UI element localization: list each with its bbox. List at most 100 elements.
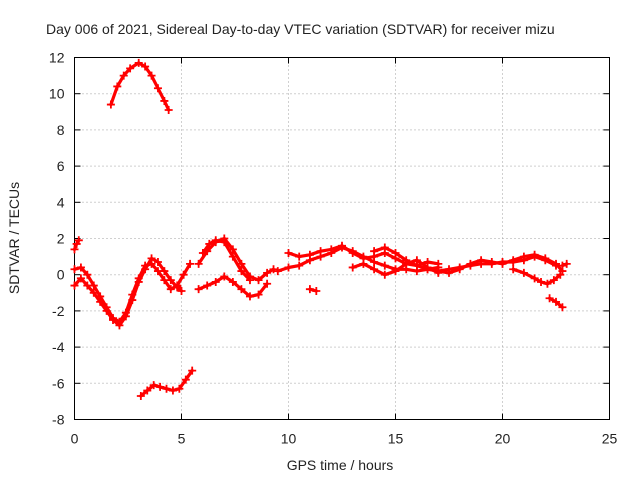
- series-arc-a: [70, 259, 195, 326]
- data-point: [228, 277, 237, 286]
- data-point: [402, 256, 411, 265]
- data-point: [552, 259, 560, 268]
- series-arc-l: [509, 265, 565, 288]
- data-point: [327, 245, 336, 254]
- data-point: [284, 263, 293, 272]
- y-tick-label: -4: [52, 339, 65, 355]
- data-point: [141, 265, 150, 274]
- data-point: [106, 100, 115, 109]
- data-point: [263, 268, 272, 277]
- data-point: [136, 391, 145, 400]
- y-tick-label: -6: [52, 375, 65, 391]
- series-arc-d: [194, 272, 272, 301]
- data-point: [519, 252, 528, 261]
- data-point: [455, 265, 464, 274]
- data-point: [263, 279, 272, 288]
- series-arc-low: [136, 366, 197, 400]
- data-point: [166, 276, 175, 285]
- data-point: [70, 265, 79, 274]
- series-group: [70, 58, 571, 400]
- data-point: [273, 267, 282, 276]
- data-point: [160, 96, 169, 105]
- data-point: [412, 261, 421, 270]
- data-point: [316, 247, 325, 256]
- data-point: [164, 105, 173, 114]
- y-tick-label: -2: [52, 303, 65, 319]
- data-point: [203, 281, 212, 290]
- data-point: [179, 270, 188, 279]
- data-point: [177, 286, 186, 295]
- data-point: [162, 384, 171, 393]
- series-line: [197, 236, 276, 282]
- data-point: [348, 248, 357, 257]
- data-point: [423, 265, 432, 274]
- data-point: [295, 252, 304, 261]
- data-point: [89, 288, 98, 297]
- data-point: [74, 236, 83, 245]
- data-point: [153, 84, 162, 93]
- data-point: [434, 267, 443, 276]
- data-point: [115, 321, 124, 330]
- data-point: [562, 259, 571, 268]
- data-point: [143, 386, 152, 395]
- data-point: [83, 281, 92, 290]
- y-tick-label: -8: [52, 412, 65, 428]
- series-arc-b: [70, 254, 186, 330]
- data-point: [147, 254, 156, 263]
- data-point: [338, 241, 346, 250]
- data-point: [545, 294, 554, 303]
- data-point: [134, 277, 143, 286]
- data-point: [305, 250, 314, 259]
- data-point: [348, 263, 357, 272]
- y-tick-label: 8: [57, 122, 65, 138]
- data-point: [519, 268, 528, 277]
- data-point: [530, 250, 539, 259]
- data-point: [160, 267, 169, 276]
- data-point: [166, 285, 175, 294]
- data-point: [188, 366, 197, 375]
- data-point: [70, 281, 79, 290]
- data-point: [70, 245, 79, 254]
- data-point: [119, 71, 128, 80]
- data-point: [541, 254, 550, 263]
- axis-ticks: 0 5 10 15 20 25 -8 -6 -4 -2 0 2 4 6 8 10 12: [49, 50, 618, 447]
- grid: [74, 57, 610, 420]
- series-arc-start: [70, 236, 83, 254]
- x-tick-label: 20: [495, 431, 511, 447]
- data-point: [370, 265, 379, 274]
- data-point: [121, 312, 130, 321]
- data-point: [109, 315, 118, 324]
- data-point: [254, 276, 263, 285]
- x-axis-label: GPS time / hours: [287, 457, 394, 473]
- data-point: [269, 265, 278, 274]
- data-point: [126, 64, 135, 73]
- data-point: [83, 270, 92, 279]
- y-tick-label: 2: [57, 231, 65, 247]
- data-point: [245, 276, 254, 285]
- data-point: [245, 292, 254, 301]
- data-point: [380, 243, 389, 252]
- data-point: [220, 238, 229, 247]
- y-tick-label: 12: [49, 50, 65, 66]
- data-point: [186, 259, 195, 268]
- data-point: [549, 276, 558, 285]
- data-point: [102, 306, 111, 315]
- data-point: [391, 248, 400, 257]
- data-point: [254, 290, 263, 299]
- data-point: [168, 386, 177, 395]
- series-arc-e: [198, 236, 254, 285]
- data-point: [181, 375, 190, 384]
- series-line: [72, 256, 184, 327]
- data-point: [370, 247, 379, 256]
- data-point: [556, 270, 565, 279]
- y-tick-label: 4: [57, 194, 65, 210]
- data-point: [509, 265, 518, 274]
- series-line: [109, 61, 171, 112]
- y-tick-label: 6: [57, 158, 65, 174]
- x-tick-label: 25: [602, 431, 618, 447]
- series-arc-n: [558, 259, 571, 270]
- data-point: [466, 259, 475, 268]
- data-point: [205, 239, 214, 248]
- data-point: [305, 285, 314, 294]
